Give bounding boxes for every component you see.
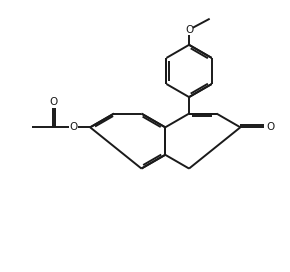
Text: O: O xyxy=(70,122,78,132)
Text: O: O xyxy=(185,25,193,35)
Text: O: O xyxy=(267,122,275,132)
Text: O: O xyxy=(49,97,57,107)
